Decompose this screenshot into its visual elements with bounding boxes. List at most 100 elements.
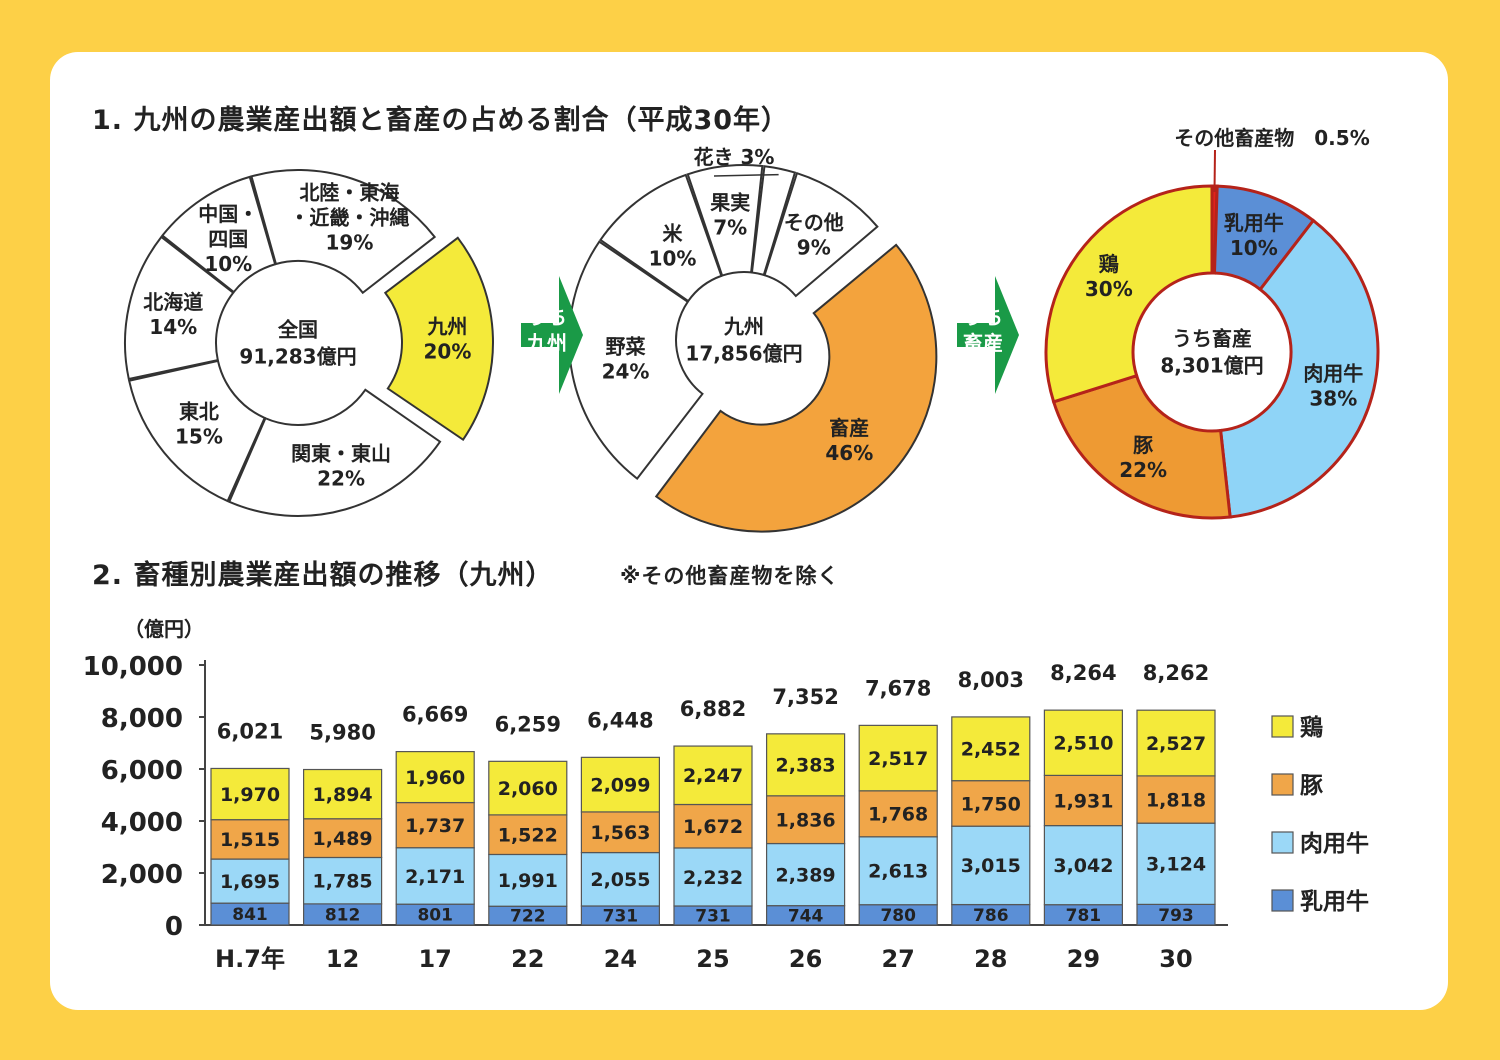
bar-total-label: 6,448	[587, 708, 653, 732]
donut1-slice-label: 14%	[149, 315, 197, 339]
donut2-slice-label: 46%	[825, 441, 873, 465]
donut2-slice-label: 7%	[713, 215, 747, 239]
bar-segment	[1043, 774, 1124, 827]
donut3-slice-label: 肉用牛	[1303, 362, 1363, 386]
arrow-shape	[521, 276, 583, 394]
donut3-slice-label: 38%	[1309, 387, 1357, 411]
legend-label: 乳用牛	[1300, 888, 1369, 915]
bar-segment	[1136, 775, 1216, 824]
bar-segment-label: 731	[695, 907, 731, 927]
donut1-slice	[161, 175, 277, 294]
bar-segment	[765, 795, 846, 845]
y-tick-label: 8,000	[101, 704, 183, 734]
donut2-slice-label: 畜産	[829, 416, 869, 440]
bar-segment	[951, 716, 1031, 782]
bar-segment-label: 2,517	[868, 748, 928, 770]
y-tick-label: 0	[165, 912, 183, 942]
bar-segment-label: 1,894	[313, 784, 373, 806]
donut2-slice-label: 9%	[797, 236, 831, 260]
y-tick-label: 2,000	[101, 860, 183, 890]
donut1-slice-label: 15%	[175, 425, 223, 449]
bar-segment	[210, 767, 290, 821]
legend-label: 豚	[1300, 773, 1323, 799]
bar-segment	[580, 756, 661, 813]
bar-segment	[673, 745, 753, 806]
bar-segment	[858, 724, 938, 792]
x-tick-label: 22	[511, 945, 544, 973]
donut3-slice-label: 乳用牛	[1224, 211, 1284, 235]
donut1-slice-label: ・近畿・沖縄	[289, 206, 409, 230]
bar-segment-label: 1,563	[590, 822, 650, 844]
bar-total-label: 8,003	[958, 668, 1024, 692]
bar-segment-label: 1,695	[220, 871, 280, 893]
legend-label: 鶏	[1300, 714, 1323, 741]
bar-total-label: 8,264	[1050, 661, 1116, 685]
bar-segment-label: 781	[1066, 906, 1102, 926]
x-tick-label: H.7年	[215, 945, 285, 973]
donut1-slice-label: 22%	[317, 467, 365, 491]
bar-segment-label: 1,818	[1146, 789, 1206, 811]
bar-total-label: 6,882	[680, 697, 746, 721]
bar-segment-label: 722	[510, 907, 546, 927]
bar-segment-label: 2,060	[498, 778, 558, 800]
bar-segment-label: 1,672	[683, 816, 743, 838]
bar-segment	[395, 751, 475, 804]
bar-total-label: 8,262	[1143, 661, 1209, 685]
bar-segment-label: 1,737	[405, 815, 465, 837]
bar-segment-label: 2,383	[776, 755, 836, 777]
x-tick-label: 29	[1067, 945, 1100, 973]
bar-segment-label: 1,522	[498, 825, 558, 847]
bar-segment-label: 2,527	[1146, 733, 1206, 755]
bar-segment	[1043, 709, 1124, 776]
donut2-center-label: 九州	[723, 315, 764, 339]
bar-segment-label: 744	[788, 906, 824, 926]
flow-arrow-2: うち畜産	[957, 276, 1019, 394]
bar-segment-label: 3,124	[1146, 854, 1206, 876]
bar-total-label: 6,669	[402, 703, 468, 727]
section1-title: 1. 九州の農業産出額と畜産の占める割合（平成30年）	[92, 105, 790, 136]
bar-segment-label: 1,931	[1053, 790, 1113, 812]
donut3-slice-label: 豚	[1133, 433, 1153, 457]
donut3-slice-label: 10%	[1230, 236, 1278, 260]
bar-segment-label: 1,750	[961, 793, 1021, 815]
bar-segment-label: 3,042	[1053, 855, 1113, 877]
bar-segment-label: 2,171	[405, 866, 465, 888]
donut1-slice	[127, 359, 266, 503]
y-tick-label: 4,000	[101, 808, 183, 838]
donut2-slice-label: その他	[784, 211, 844, 235]
donut1-slice-label: 四国	[208, 227, 248, 251]
section2-title: 2. 畜種別農業産出額の推移（九州）	[92, 560, 554, 591]
bar-total-label: 6,021	[217, 719, 283, 743]
donut1-slice	[250, 169, 437, 295]
y-tick-label: 6,000	[101, 756, 183, 786]
donut2-slice-label: 10%	[649, 247, 697, 271]
donut3-callout-label: その他畜産物 0.5%	[1174, 126, 1369, 150]
x-tick-label: 28	[974, 945, 1007, 973]
bar-segment-label: 1,768	[868, 804, 928, 826]
donut1-slice-label: 東北	[179, 400, 219, 424]
bar-segment	[1136, 822, 1216, 905]
bar-segment-label: 1,489	[313, 828, 373, 850]
bar-segment-label: 786	[973, 906, 1009, 926]
donut3-slice-label: 鶏	[1099, 252, 1119, 276]
bar-segment	[673, 803, 753, 849]
x-tick-label: 25	[696, 945, 729, 973]
bar-segment	[951, 780, 1031, 827]
x-tick-label: 17	[418, 945, 451, 973]
donut3-center-label: うち畜産	[1172, 327, 1252, 351]
donut1-slice-label: 19%	[326, 231, 374, 255]
donut3-center-label: 8,301億円	[1160, 354, 1263, 378]
bar-segment-label: 1,970	[220, 784, 280, 806]
x-tick-label: 24	[604, 945, 637, 973]
bar-segment-label: 780	[880, 906, 916, 926]
donut3-slice-label: 22%	[1119, 458, 1167, 482]
donut1-slice-label: 中国・	[198, 202, 258, 226]
legend-label: 肉用牛	[1300, 831, 1369, 857]
bar-segment-label: 2,452	[961, 739, 1021, 761]
legend-swatch	[1271, 773, 1294, 796]
bar-segment	[488, 814, 568, 856]
bar-segment	[210, 858, 290, 904]
bar-segment-label: 1,785	[313, 871, 373, 893]
callout-leader-line	[713, 173, 779, 177]
